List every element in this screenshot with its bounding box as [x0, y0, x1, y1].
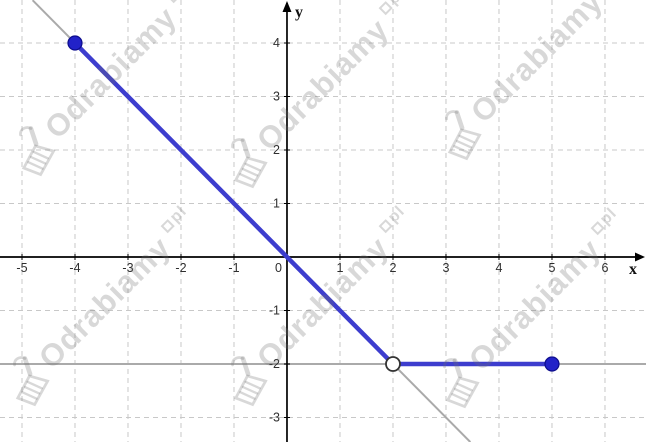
x-axis-label: x [629, 261, 637, 278]
y-tick-label: 2 [273, 143, 280, 157]
y-tick-label: -3 [269, 410, 280, 424]
segment-descending [73, 41, 395, 366]
x-tick-label: 5 [549, 261, 556, 275]
x-axis-arrow-icon [635, 252, 645, 262]
x-tick-label: 6 [602, 261, 609, 275]
x-tick-label: -3 [122, 261, 133, 275]
x-tick-label: -1 [228, 261, 239, 275]
y-axis-arrow-icon [282, 1, 292, 12]
x-tick-label: -5 [16, 261, 27, 275]
closed-endpoint [544, 356, 560, 372]
x-tick-label: -2 [175, 261, 186, 275]
x-tick-label: 4 [496, 261, 503, 275]
x-tick-label: 1 [337, 261, 344, 275]
y-tick-label: 4 [273, 36, 280, 50]
closed-endpoint [67, 35, 83, 51]
x-tick-label: 3 [443, 261, 450, 275]
x-tick-label: 2 [390, 261, 397, 275]
x-tick-label: -4 [69, 261, 80, 275]
y-tick-label: 1 [273, 197, 280, 211]
y-tick-label: 3 [273, 90, 280, 104]
y-tick-label: -2 [269, 357, 280, 371]
y-axis-label: y [295, 4, 303, 21]
open-endpoint [385, 356, 401, 372]
y-tick-label: -1 [269, 304, 280, 318]
x-tick-label: 0 [275, 261, 282, 275]
